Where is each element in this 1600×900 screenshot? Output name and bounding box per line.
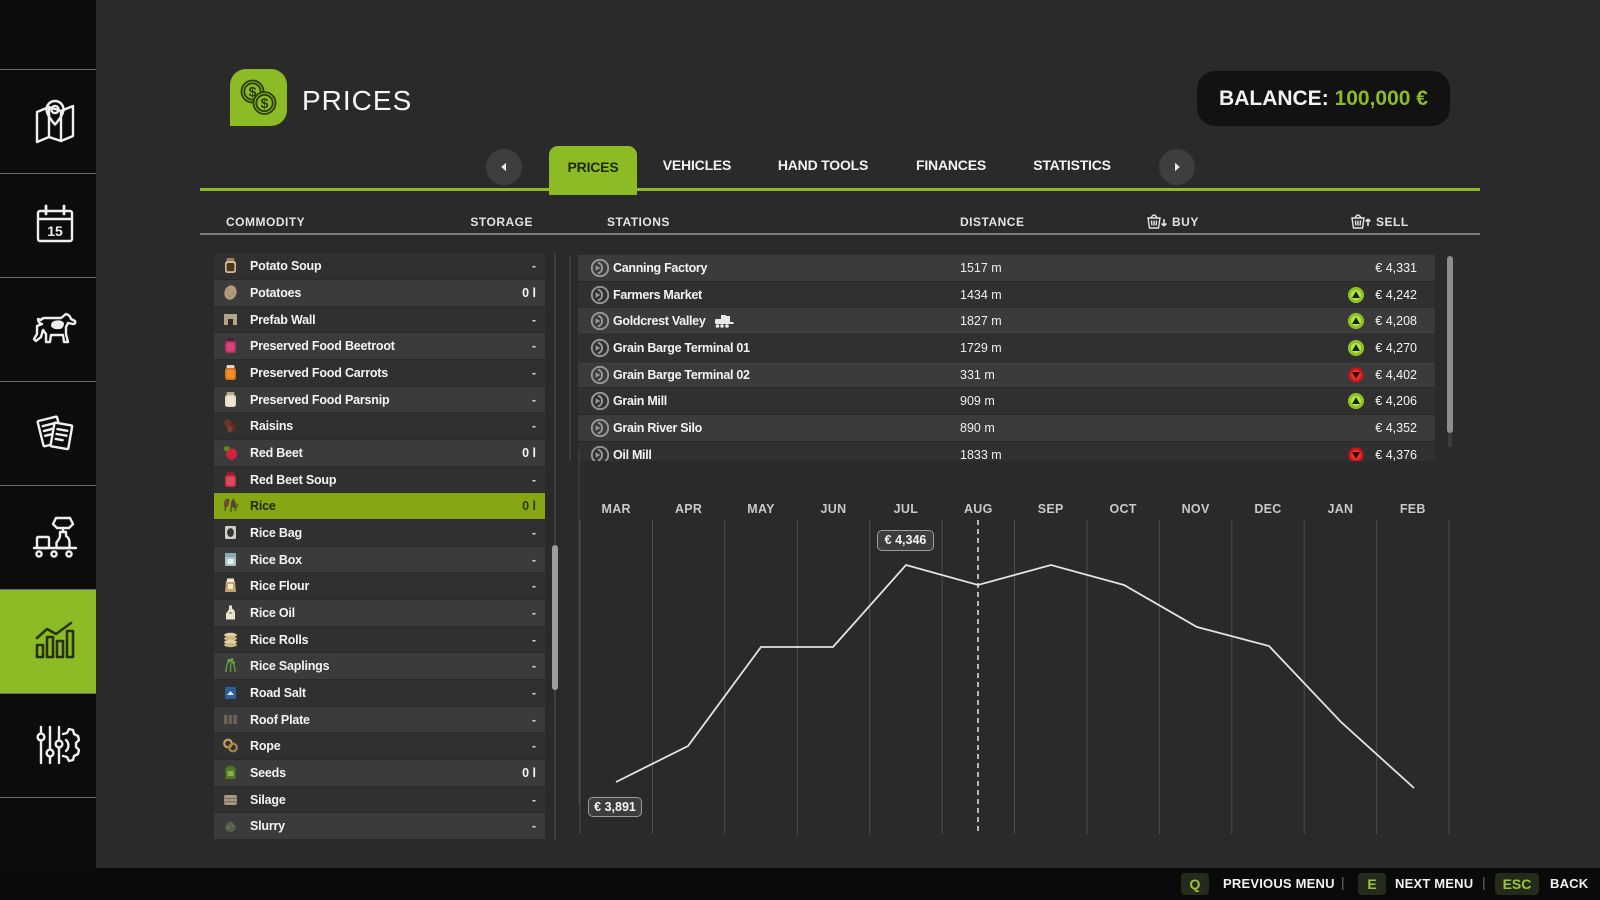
svg-text:15: 15: [47, 223, 63, 239]
svg-text:AUG: AUG: [964, 502, 993, 516]
svg-text:$: $: [249, 84, 257, 100]
svg-text:JUL: JUL: [894, 502, 919, 516]
svg-text:FEB: FEB: [1400, 502, 1426, 516]
svg-text:SEP: SEP: [1038, 502, 1064, 516]
svg-text:JUN: JUN: [821, 502, 847, 516]
svg-text:MAR: MAR: [602, 502, 631, 516]
svg-text:JAN: JAN: [1327, 502, 1353, 516]
svg-text:MAY: MAY: [747, 502, 775, 516]
svg-text:OCT: OCT: [1109, 502, 1136, 516]
svg-text:$: $: [261, 95, 269, 111]
svg-text:DEC: DEC: [1254, 502, 1281, 516]
svg-text:APR: APR: [675, 502, 702, 516]
svg-text:NOV: NOV: [1182, 502, 1210, 516]
